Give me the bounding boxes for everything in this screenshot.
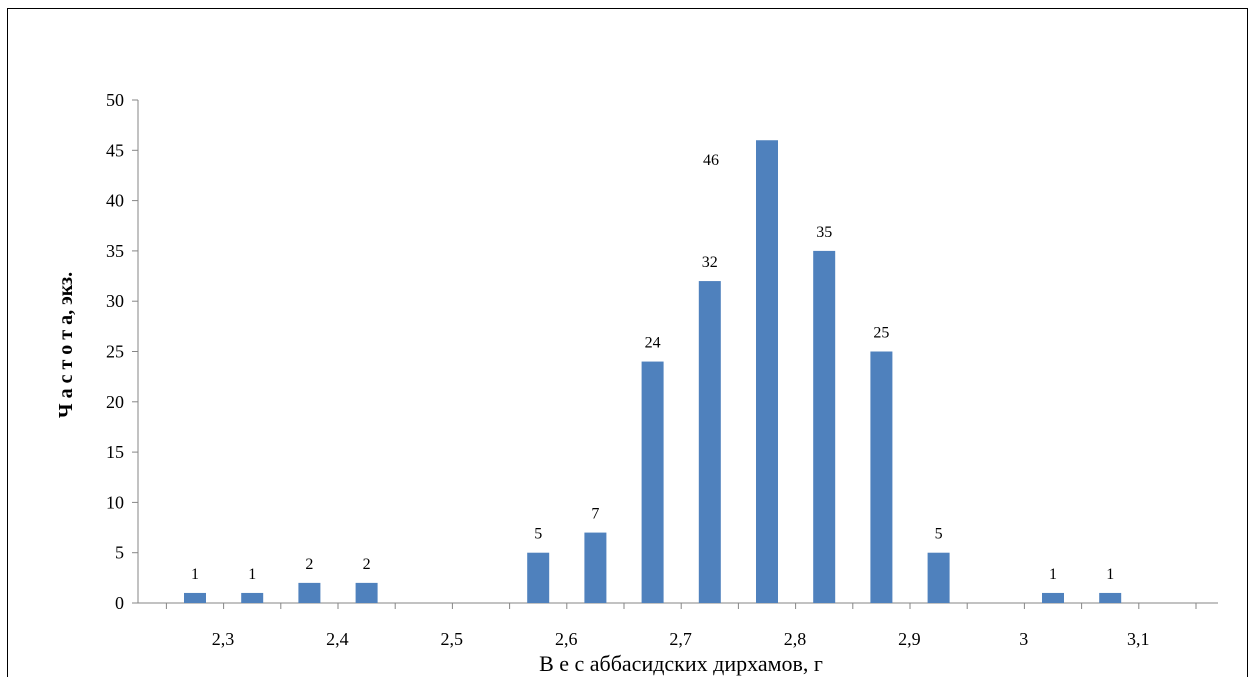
- x-axis-title: В е с аббасидских дирхамов, г: [539, 651, 823, 676]
- data-label: 32: [702, 254, 718, 271]
- bars: [184, 140, 1122, 604]
- y-tick-label: 20: [106, 392, 124, 412]
- bar: [756, 140, 778, 604]
- bar: [813, 250, 836, 603]
- bar: [1099, 592, 1122, 603]
- data-label: 24: [645, 335, 661, 352]
- y-tick-label: 5: [115, 543, 124, 563]
- y-axis: 0 5 10 15 20 25 30 35 40 45 50: [106, 90, 139, 613]
- y-tick-label: 45: [106, 140, 124, 160]
- y-tick-label: 50: [106, 90, 124, 110]
- x-tick-label: 2,3: [212, 629, 235, 649]
- data-label: 7: [591, 506, 599, 523]
- x-axis: 2,3 2,4 2,5 2,6 2,7 2,8 2,9 3 3,1: [138, 602, 1218, 649]
- y-tick-label: 10: [106, 492, 124, 512]
- y-axis-title: Ч а с т о т а, экз.: [55, 272, 77, 418]
- bar: [927, 552, 950, 603]
- bar: [1042, 592, 1064, 603]
- x-tick-label: 2,5: [441, 629, 464, 649]
- data-label: 1: [1106, 566, 1114, 583]
- bar: [355, 582, 378, 603]
- data-label: 2: [305, 556, 313, 573]
- data-label: 5: [534, 526, 542, 543]
- x-tick-label: 2,4: [326, 629, 349, 649]
- y-tick-label: 30: [106, 291, 124, 311]
- data-label: 1: [191, 566, 199, 583]
- bar: [298, 582, 321, 603]
- data-label: 46: [703, 152, 719, 169]
- x-tick-label: 2,8: [784, 629, 807, 649]
- y-tick-label: 35: [106, 241, 124, 261]
- chart-frame: [7, 8, 1248, 677]
- bar: [641, 361, 664, 603]
- y-tick-label: 25: [106, 342, 124, 362]
- data-label: 5: [935, 526, 943, 543]
- bar: [184, 592, 206, 603]
- x-tick-label: 3: [1019, 629, 1028, 649]
- data-label: 35: [816, 224, 832, 241]
- x-tick-label: 2,6: [555, 629, 578, 649]
- data-label: 2: [363, 556, 371, 573]
- bar: [870, 351, 893, 603]
- bar: [241, 592, 264, 603]
- x-tick-label: 3,1: [1127, 629, 1150, 649]
- bar: [698, 281, 721, 603]
- data-label: 1: [248, 566, 256, 583]
- x-tick-label: 2,9: [898, 629, 921, 649]
- x-tick-label: 2,7: [669, 629, 692, 649]
- data-label: 25: [873, 325, 889, 342]
- y-tick-label: 40: [106, 191, 124, 211]
- data-label: 1: [1049, 566, 1057, 583]
- y-tick-label: 15: [106, 442, 124, 462]
- bar: [584, 532, 607, 603]
- y-tick-label: 0: [115, 593, 124, 613]
- bar: [527, 552, 550, 603]
